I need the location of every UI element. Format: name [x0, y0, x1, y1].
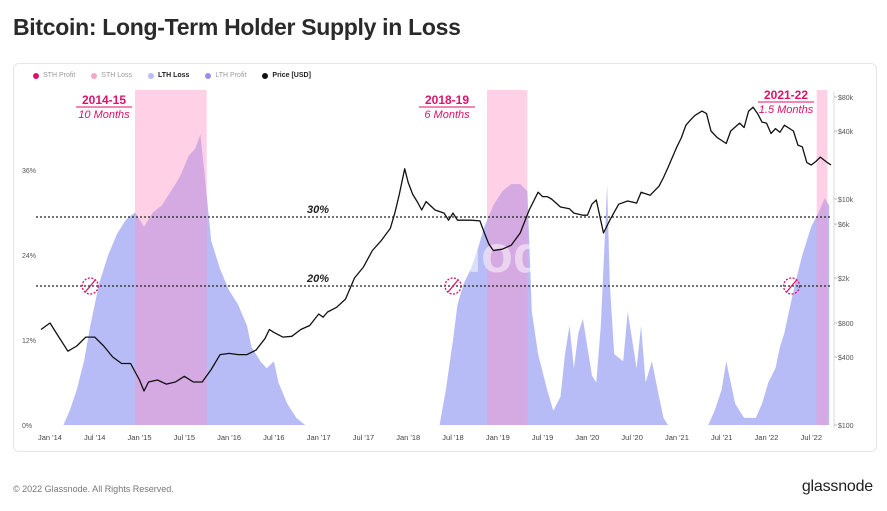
y-right-tick-label: $100	[838, 423, 854, 430]
legend-item-sth-loss[interactable]: STH Loss	[91, 72, 132, 79]
legend-label: Price [USD]	[272, 72, 311, 79]
legend-label: LTH Loss	[158, 72, 190, 79]
highlight-band-2018-19	[487, 90, 528, 425]
chart-legend: STH Profit STH Loss LTH Loss LTH Profit …	[33, 72, 311, 79]
x-tick-label: Jan '20	[575, 433, 599, 442]
y-left-tick-label: 12%	[22, 338, 36, 345]
x-tick-label: Jan '14	[38, 433, 62, 442]
band-label-period: 2018-19	[425, 93, 469, 107]
x-tick-label: Jul '16	[263, 433, 284, 442]
y-right-tick-label: $10k	[838, 197, 854, 204]
legend-label: STH Profit	[43, 72, 76, 79]
band-label-duration: 1.5 Months	[759, 104, 814, 116]
band-label-period: 2021-22	[764, 88, 808, 102]
cross-marker-circle	[782, 277, 801, 295]
y-right-tick-label: $6k	[838, 222, 850, 229]
legend-item-sth-profit[interactable]: STH Profit	[33, 72, 75, 79]
highlight-band-2021-22	[816, 90, 828, 425]
cross-marker-circle	[444, 277, 462, 295]
y-right-tick-label: $40k	[838, 129, 854, 136]
threshold-label-30: 30%	[307, 204, 329, 216]
y-left-tick-label: 24%	[22, 253, 36, 260]
legend-item-price[interactable]: Price [USD]	[262, 72, 311, 79]
x-tick-label: Jan '18	[396, 433, 420, 442]
cross-marker-arrow	[84, 279, 96, 293]
x-tick-label: Jul '20	[621, 433, 642, 442]
legend-swatch	[262, 72, 269, 79]
band-label-duration: 10 Months	[78, 109, 130, 121]
x-tick-label: Jan '21	[665, 433, 689, 442]
threshold-label-20: 20%	[306, 273, 329, 285]
brand-logo: glassnode	[801, 478, 873, 495]
x-tick-label: Jan '17	[307, 433, 331, 442]
y-left-tick-label: 0%	[22, 423, 32, 430]
x-tick-label: Jan '15	[128, 433, 152, 442]
price-line	[40, 106, 832, 392]
legend-swatch	[91, 72, 98, 79]
x-tick-label: Jan '22	[755, 433, 779, 442]
x-tick-label: Jul '15	[174, 433, 195, 442]
x-tick-label: Jul '21	[711, 433, 732, 442]
y-right-tick-label: $80k	[838, 95, 854, 102]
legend-label: LTH Profit	[215, 72, 247, 79]
x-tick-label: Jul '14	[84, 433, 105, 442]
highlight-band-2014-15	[135, 90, 207, 425]
legend-swatch	[205, 72, 212, 79]
x-tick-label: Jul '19	[532, 433, 553, 442]
cross-marker-circle	[81, 277, 99, 295]
x-tick-label: Jul '17	[353, 433, 374, 442]
y-left-tick-label: 36%	[22, 168, 36, 175]
x-tick-label: Jul '18	[442, 433, 463, 442]
lth-loss-area	[63, 134, 830, 425]
band-label-period: 2014-15	[82, 93, 126, 107]
y-right-tick-label: $800	[838, 321, 854, 328]
legend-item-lth-loss[interactable]: LTH Loss	[148, 72, 189, 79]
x-tick-label: Jul '22	[801, 433, 822, 442]
y-right-tick-label: $400	[838, 355, 854, 362]
copyright-text: © 2022 Glassnode. All Rights Reserved.	[13, 484, 174, 494]
band-label-duration: 6 Months	[424, 109, 470, 121]
cross-marker-arrow	[447, 279, 459, 293]
legend-swatch	[33, 72, 39, 79]
x-tick-label: Jan '16	[217, 433, 241, 442]
watermark: glassnode	[316, 226, 573, 284]
legend-swatch	[148, 72, 155, 79]
legend-label: STH Loss	[101, 72, 133, 79]
legend-item-lth-profit[interactable]: LTH Profit	[205, 72, 246, 79]
cross-marker-arrow	[786, 279, 798, 293]
x-tick-label: Jan '19	[486, 433, 510, 442]
page-title: Bitcoin: Long-Term Holder Supply in Loss	[13, 14, 461, 40]
y-right-tick-label: $2k	[838, 276, 850, 283]
